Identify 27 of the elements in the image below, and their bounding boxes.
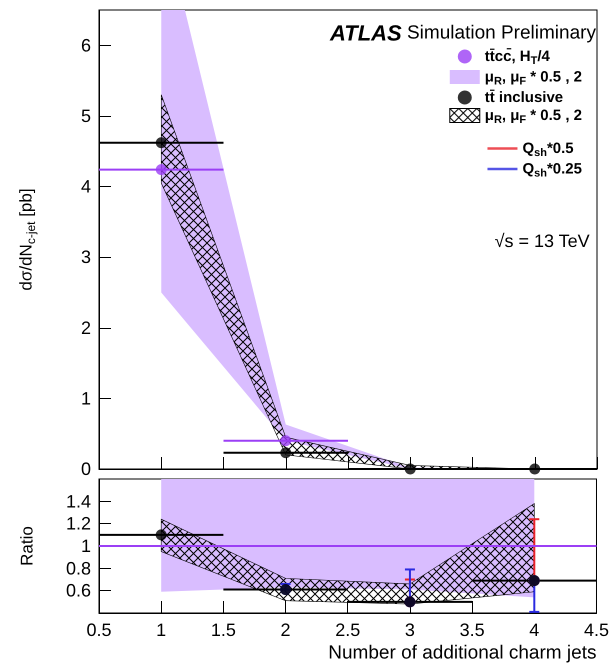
- y-tick-label: 4: [80, 176, 91, 197]
- x-tick-label: 4: [529, 620, 540, 640]
- x-tick-label: 3: [404, 620, 415, 640]
- y-axis-title: Ratio: [18, 526, 36, 566]
- x-tick-label: 2.5: [335, 620, 360, 640]
- y-tick-label: 1: [80, 388, 91, 408]
- y-tick-label: 2: [80, 318, 91, 338]
- x-tick-label: 4.5: [584, 620, 610, 640]
- y-tick-label: 1: [80, 536, 91, 556]
- y-tick-label: 5: [80, 106, 91, 126]
- x-tick-label: 1.5: [210, 620, 236, 640]
- x-axis-title: Number of additional charm jets: [328, 642, 596, 664]
- x-tick-label: 0.5: [86, 620, 112, 640]
- x-tick-label: 1: [156, 620, 166, 640]
- y-axis-title: dσ/dNc-jet [pb]: [16, 188, 38, 291]
- y-tick-label: 0.6: [66, 580, 91, 601]
- y-tick-label: 1.4: [66, 491, 91, 512]
- y-tick-label: 6: [80, 35, 91, 56]
- y-tick-label: 1.2: [66, 514, 91, 534]
- x-tick-label: 3.5: [460, 620, 485, 640]
- legend-label: tt̄ inclusive: [484, 89, 564, 106]
- y-tick-label: 0: [80, 459, 91, 479]
- annotation: √s = 13 TeV: [494, 231, 590, 251]
- y-tick-label: 3: [80, 247, 91, 268]
- annotation: ATLAS Simulation Preliminary: [329, 20, 596, 46]
- x-tick-label: 2: [280, 620, 291, 640]
- y-tick-label: 0.8: [66, 558, 91, 578]
